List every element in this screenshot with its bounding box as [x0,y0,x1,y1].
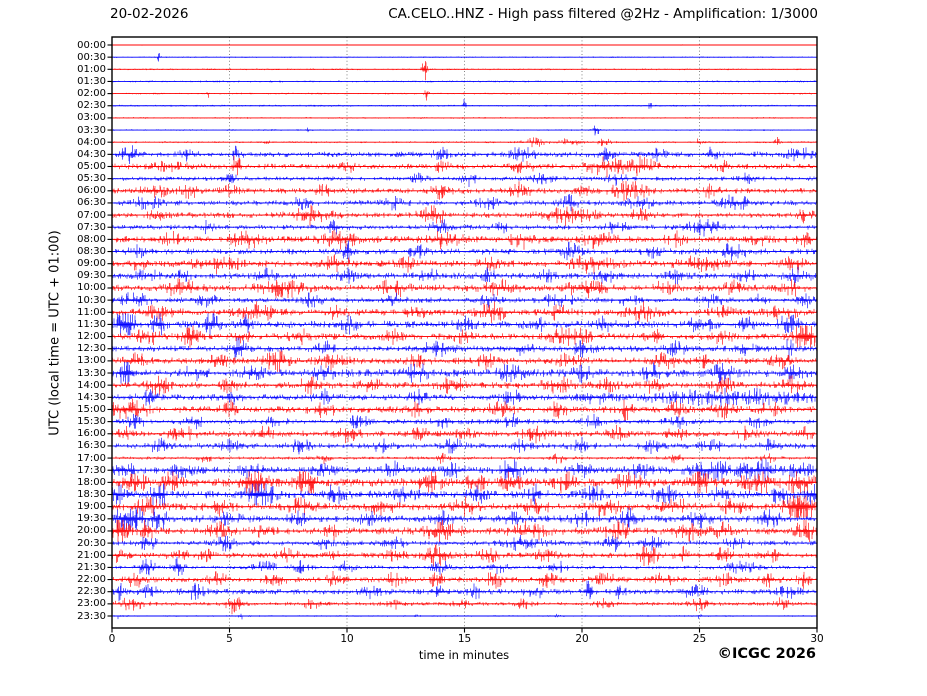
y-tick-label: 09:30 [77,270,106,282]
x-tick-label: 25 [692,633,707,645]
y-tick-label: 12:00 [77,331,106,343]
x-tick-label: 5 [226,633,233,645]
y-tick-label: 09:00 [77,258,106,270]
y-tick-label: 04:00 [77,136,106,148]
y-tick-label: 20:00 [77,525,106,537]
y-tick-label: 18:30 [77,489,106,500]
y-tick-label: 05:00 [77,160,106,172]
x-tick-label: 30 [810,633,824,645]
y-tick-label: 08:00 [77,233,106,245]
y-tick-label: 22:30 [77,586,106,598]
y-tick-label: 03:00 [77,112,106,124]
y-tick-label: 15:30 [77,416,106,428]
date-label: 20-02-2026 [110,6,189,22]
y-tick-label: 06:30 [77,197,106,209]
copyright-label: ©ICGC 2026 [717,646,816,662]
y-tick-label: 23:00 [77,598,106,610]
y-tick-label: 07:30 [77,221,106,233]
y-tick-label: 21:30 [77,561,106,573]
y-tick-label: 17:30 [77,464,106,476]
y-tick-label: 14:30 [77,391,106,403]
y-tick-label: 01:30 [77,75,106,87]
y-tick-label: 14:00 [77,379,106,391]
y-tick-label: 02:30 [77,100,106,112]
y-tick-label: 10:30 [77,294,106,306]
y-tick-label: 00:00 [77,39,106,51]
y-tick-label: 21:00 [77,549,106,561]
x-tick-label: 15 [457,633,472,645]
y-tick-label: 01:00 [77,63,106,75]
y-tick-label: 05:30 [77,173,106,185]
y-tick-label: 18:00 [77,476,106,488]
y-tick-label: 15:00 [77,403,106,415]
y-tick-label: 00:30 [77,51,106,63]
y-tick-label: 16:30 [77,440,106,452]
y-tick-label: 08:30 [77,246,106,258]
y-tick-label: 04:30 [77,148,106,160]
y-tick-label: 17:00 [77,452,106,464]
y-tick-label: 12:30 [77,343,106,355]
y-tick-label: 23:30 [77,610,106,622]
y-tick-label: 13:00 [77,355,106,367]
y-tick-label: 13:30 [77,367,106,379]
y-tick-label: 02:00 [77,88,106,100]
y-tick-label: 20:30 [77,537,106,549]
plot-title: CA.CELO..HNZ - High pass filtered @2Hz -… [388,6,818,22]
x-axis-label: time in minutes [418,648,510,662]
y-tick-label: 11:30 [77,318,106,330]
y-tick-label: 03:30 [77,124,106,136]
y-tick-label: 19:30 [77,513,106,525]
x-tick-label: 20 [575,633,589,645]
y-tick-label: 10:00 [77,282,106,294]
y-tick-label: 06:00 [77,185,106,197]
x-tick-label: 10 [340,633,354,645]
y-tick-label: 19:00 [77,501,106,513]
x-tick-label: 0 [108,633,116,645]
y-tick-label: 16:00 [77,428,106,440]
y-tick-label: 22:00 [77,574,106,586]
y-tick-label: 11:00 [77,306,106,318]
y-tick-label: 07:00 [77,209,106,221]
